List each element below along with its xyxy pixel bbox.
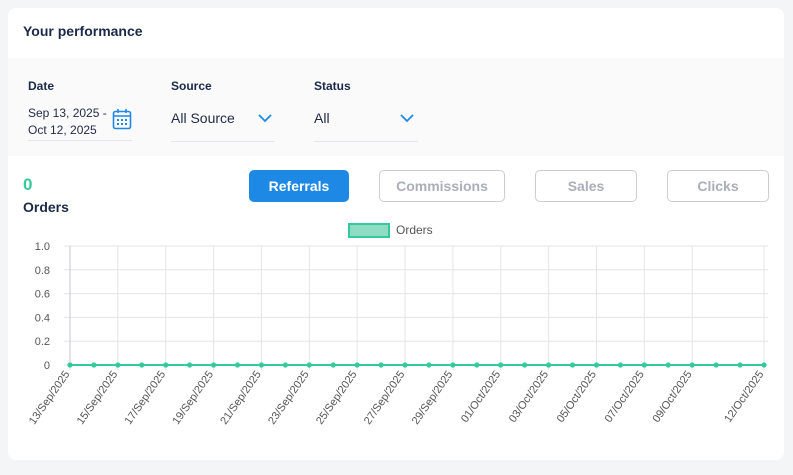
date-filter-label: Date	[28, 79, 55, 93]
chevron-down-icon[interactable]	[400, 113, 414, 123]
page-title: Your performance	[23, 23, 143, 39]
status-select[interactable]: All	[314, 110, 330, 126]
source-filter-label: Source	[171, 79, 212, 93]
tab-referrals[interactable]: Referrals	[249, 170, 349, 202]
date-range-picker[interactable]: Sep 13, 2025 - Oct 12, 2025	[28, 105, 107, 139]
date-range-start: Sep 13, 2025 -	[28, 106, 107, 120]
tab-commissions[interactable]: Commissions	[379, 170, 505, 202]
date-underline	[28, 140, 132, 141]
status-filter-label: Status	[314, 79, 351, 93]
orders-count-label: Orders	[23, 199, 69, 215]
chevron-down-icon[interactable]	[258, 113, 272, 123]
status-underline	[314, 141, 418, 142]
filters-panel: Date Sep 13, 2025 - Oct 12, 2025 Source …	[8, 58, 784, 156]
tab-clicks[interactable]: Clicks	[667, 170, 769, 202]
performance-card: Your performance Date Sep 13, 2025 - Oct…	[8, 8, 784, 460]
date-range-end: Oct 12, 2025	[28, 123, 97, 137]
source-select[interactable]: All Source	[171, 110, 235, 126]
card-header: Your performance	[8, 8, 784, 58]
orders-count: 0	[23, 175, 33, 194]
source-underline	[171, 141, 275, 142]
tab-sales[interactable]: Sales	[535, 170, 637, 202]
calendar-icon[interactable]	[112, 108, 132, 130]
